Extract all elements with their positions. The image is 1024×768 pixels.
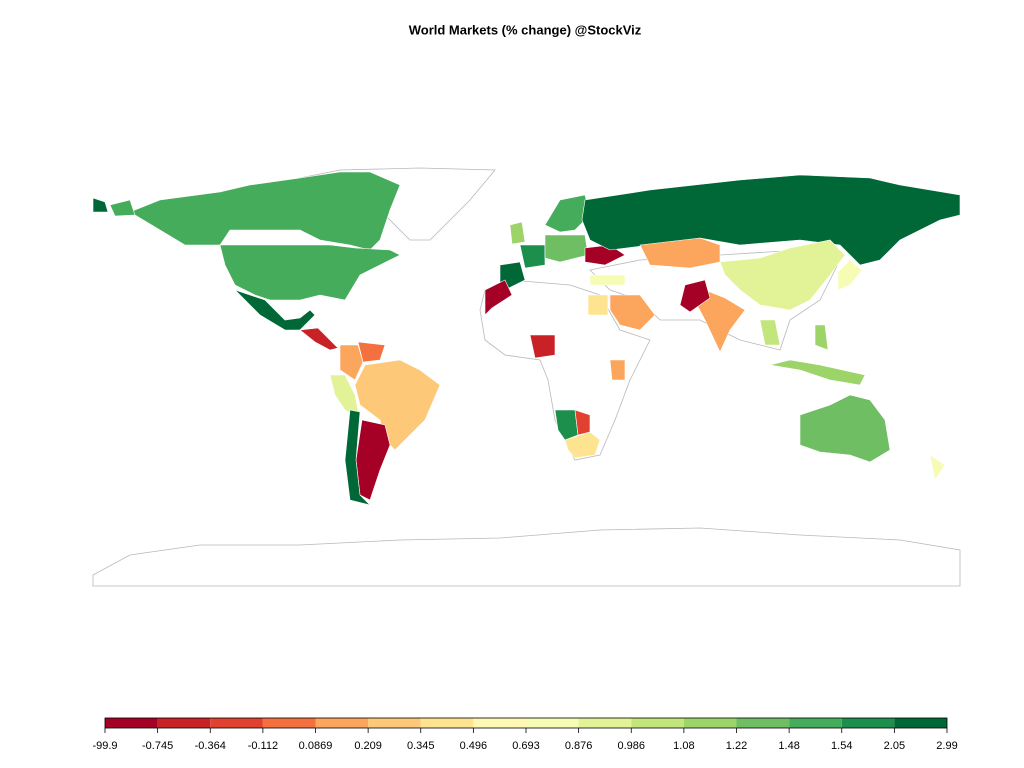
region — [609, 294, 656, 331]
region — [719, 239, 846, 311]
regions — [92, 171, 961, 506]
legend-swatch — [105, 718, 158, 728]
legend-swatch — [841, 718, 895, 728]
legend-swatch — [789, 718, 842, 728]
region — [339, 344, 364, 381]
region — [814, 324, 829, 351]
legend-swatch — [578, 718, 632, 728]
region — [329, 374, 361, 421]
region — [544, 234, 589, 263]
legend-tick-label: -0.364 — [195, 740, 226, 752]
legend-tick-label: 0.693 — [512, 740, 540, 752]
legend-swatch — [262, 718, 316, 728]
legend-tick-label: 1.48 — [778, 740, 799, 752]
legend-swatch — [894, 718, 947, 728]
legend-swatch — [473, 718, 526, 728]
legend-swatch — [315, 718, 369, 728]
region — [344, 409, 371, 506]
legend-tick-label: 1.22 — [726, 740, 747, 752]
legend-tick-label: 0.0869 — [299, 740, 333, 752]
legend-swatch — [736, 718, 790, 728]
region — [484, 279, 513, 316]
region — [587, 294, 609, 316]
legend-tick-label: 0.986 — [617, 740, 645, 752]
region — [299, 327, 339, 351]
legend-swatch — [420, 718, 474, 728]
region — [354, 359, 441, 451]
region — [529, 334, 556, 359]
africa — [479, 279, 651, 461]
legend-tick-label: 0.876 — [565, 740, 593, 752]
legend-tick-label: 0.345 — [407, 740, 435, 752]
region — [609, 359, 626, 381]
region — [554, 409, 579, 441]
region — [589, 274, 626, 286]
legend-tick-label: 1.54 — [831, 740, 852, 752]
region — [92, 174, 961, 266]
region — [759, 319, 781, 346]
legend-swatch — [526, 718, 579, 728]
legend: -99.9 -0.745 -0.364 -0.112 0.0869 0.209 0.345 0… — [92, 717, 958, 752]
map-title: World Markets (% change) @StockViz — [409, 22, 642, 37]
region — [519, 244, 546, 269]
antarctica — [92, 527, 961, 587]
region — [234, 289, 316, 331]
region — [679, 279, 711, 313]
region — [696, 289, 746, 353]
legend-tick-label: 0.496 — [460, 740, 488, 752]
legend-tick-label: 0.209 — [354, 740, 382, 752]
region — [509, 221, 526, 245]
legend-tick-label: -99.9 — [92, 740, 117, 752]
region — [929, 454, 946, 481]
region — [799, 394, 891, 463]
region — [769, 359, 866, 386]
legend-swatch — [631, 718, 684, 728]
region — [357, 341, 386, 363]
legend-tick-label: -0.112 — [248, 740, 278, 752]
legend-swatch — [157, 718, 211, 728]
legend-tick-label: -0.745 — [142, 740, 173, 752]
legend-tick-label: 1.08 — [673, 740, 694, 752]
region — [129, 171, 401, 251]
legend-tick-label: 2.99 — [936, 740, 957, 752]
region — [837, 259, 863, 291]
legend-swatch — [683, 718, 737, 728]
region — [355, 419, 391, 501]
legend-swatch — [368, 718, 421, 728]
region — [564, 431, 601, 459]
legend-swatch — [210, 718, 263, 728]
region — [109, 199, 401, 301]
legend-tick-label: 2.05 — [884, 740, 905, 752]
